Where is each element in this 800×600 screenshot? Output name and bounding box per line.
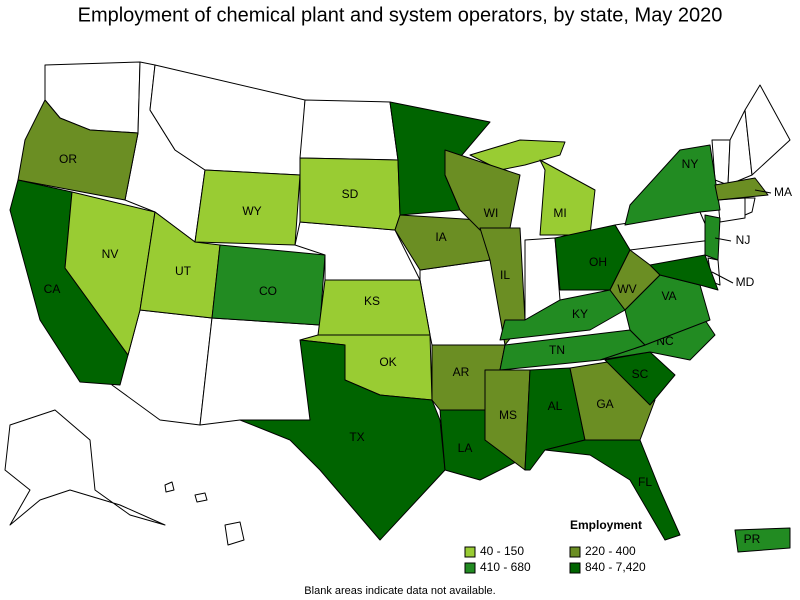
state-label: LA — [458, 441, 473, 455]
legend-title: Employment — [570, 518, 642, 532]
state — [624, 144, 721, 226]
leader-line — [714, 237, 732, 242]
map-title: Employment of chemical plant and system … — [78, 4, 723, 26]
state — [734, 527, 791, 553]
legend-swatch — [569, 562, 581, 574]
legend-swatch — [464, 562, 476, 574]
state-label: MI — [553, 206, 566, 220]
legend-label: 40 - 150 — [480, 544, 524, 558]
state — [714, 177, 769, 201]
state — [4, 409, 166, 526]
state — [544, 439, 681, 541]
state-label: MD — [736, 275, 755, 289]
state — [164, 481, 175, 493]
state — [744, 197, 756, 216]
state — [224, 521, 245, 546]
state — [484, 369, 531, 471]
leader-line — [711, 271, 734, 284]
state-label: WI — [484, 206, 499, 220]
state — [444, 149, 521, 231]
state-label: SD — [342, 187, 359, 201]
state-label: NJ — [736, 233, 751, 247]
state-label: TX — [349, 430, 364, 444]
state — [744, 84, 791, 176]
legend-swatch — [569, 546, 581, 558]
state — [704, 214, 721, 261]
state — [539, 159, 596, 236]
state-label: IA — [435, 230, 446, 244]
state-label: CO — [259, 284, 277, 298]
state — [499, 289, 626, 341]
legend-label: 840 - 7,420 — [585, 560, 646, 574]
legend-swatch — [464, 546, 476, 558]
blank-states — [4, 61, 791, 546]
state-label: KS — [364, 294, 380, 308]
state — [199, 317, 321, 426]
state-label: GA — [596, 397, 613, 411]
state-label: UT — [175, 264, 192, 278]
state-label: NV — [102, 247, 119, 261]
leader-line — [754, 189, 772, 194]
state-label: OK — [379, 355, 396, 369]
state-label: CA — [44, 282, 61, 296]
state — [649, 254, 719, 291]
state — [394, 214, 491, 271]
state-label: PR — [744, 532, 761, 546]
state — [194, 169, 301, 246]
state-label: IL — [500, 268, 510, 282]
state — [194, 492, 208, 503]
state — [17, 99, 139, 201]
state-label: NY — [682, 157, 699, 171]
state — [717, 197, 746, 223]
state-label: FL — [638, 475, 652, 489]
state-label: WV — [617, 282, 636, 296]
state-label: MA — [774, 185, 792, 199]
legend-label: 410 - 680 — [480, 560, 531, 574]
footnote: Blank areas indicate data not available. — [304, 585, 495, 597]
state-label: OH — [589, 255, 607, 269]
state-label: MS — [499, 408, 517, 422]
state — [64, 191, 156, 356]
state-label: KY — [572, 307, 588, 321]
legend-label: 220 - 400 — [585, 544, 636, 558]
state-label: AR — [453, 365, 470, 379]
state-label: SC — [632, 367, 649, 381]
state-label: OR — [59, 152, 77, 166]
state-label: VA — [661, 289, 676, 303]
state — [299, 99, 399, 161]
state-label: TN — [549, 343, 565, 357]
state-label: AL — [548, 399, 563, 413]
state-label: WY — [242, 204, 261, 218]
